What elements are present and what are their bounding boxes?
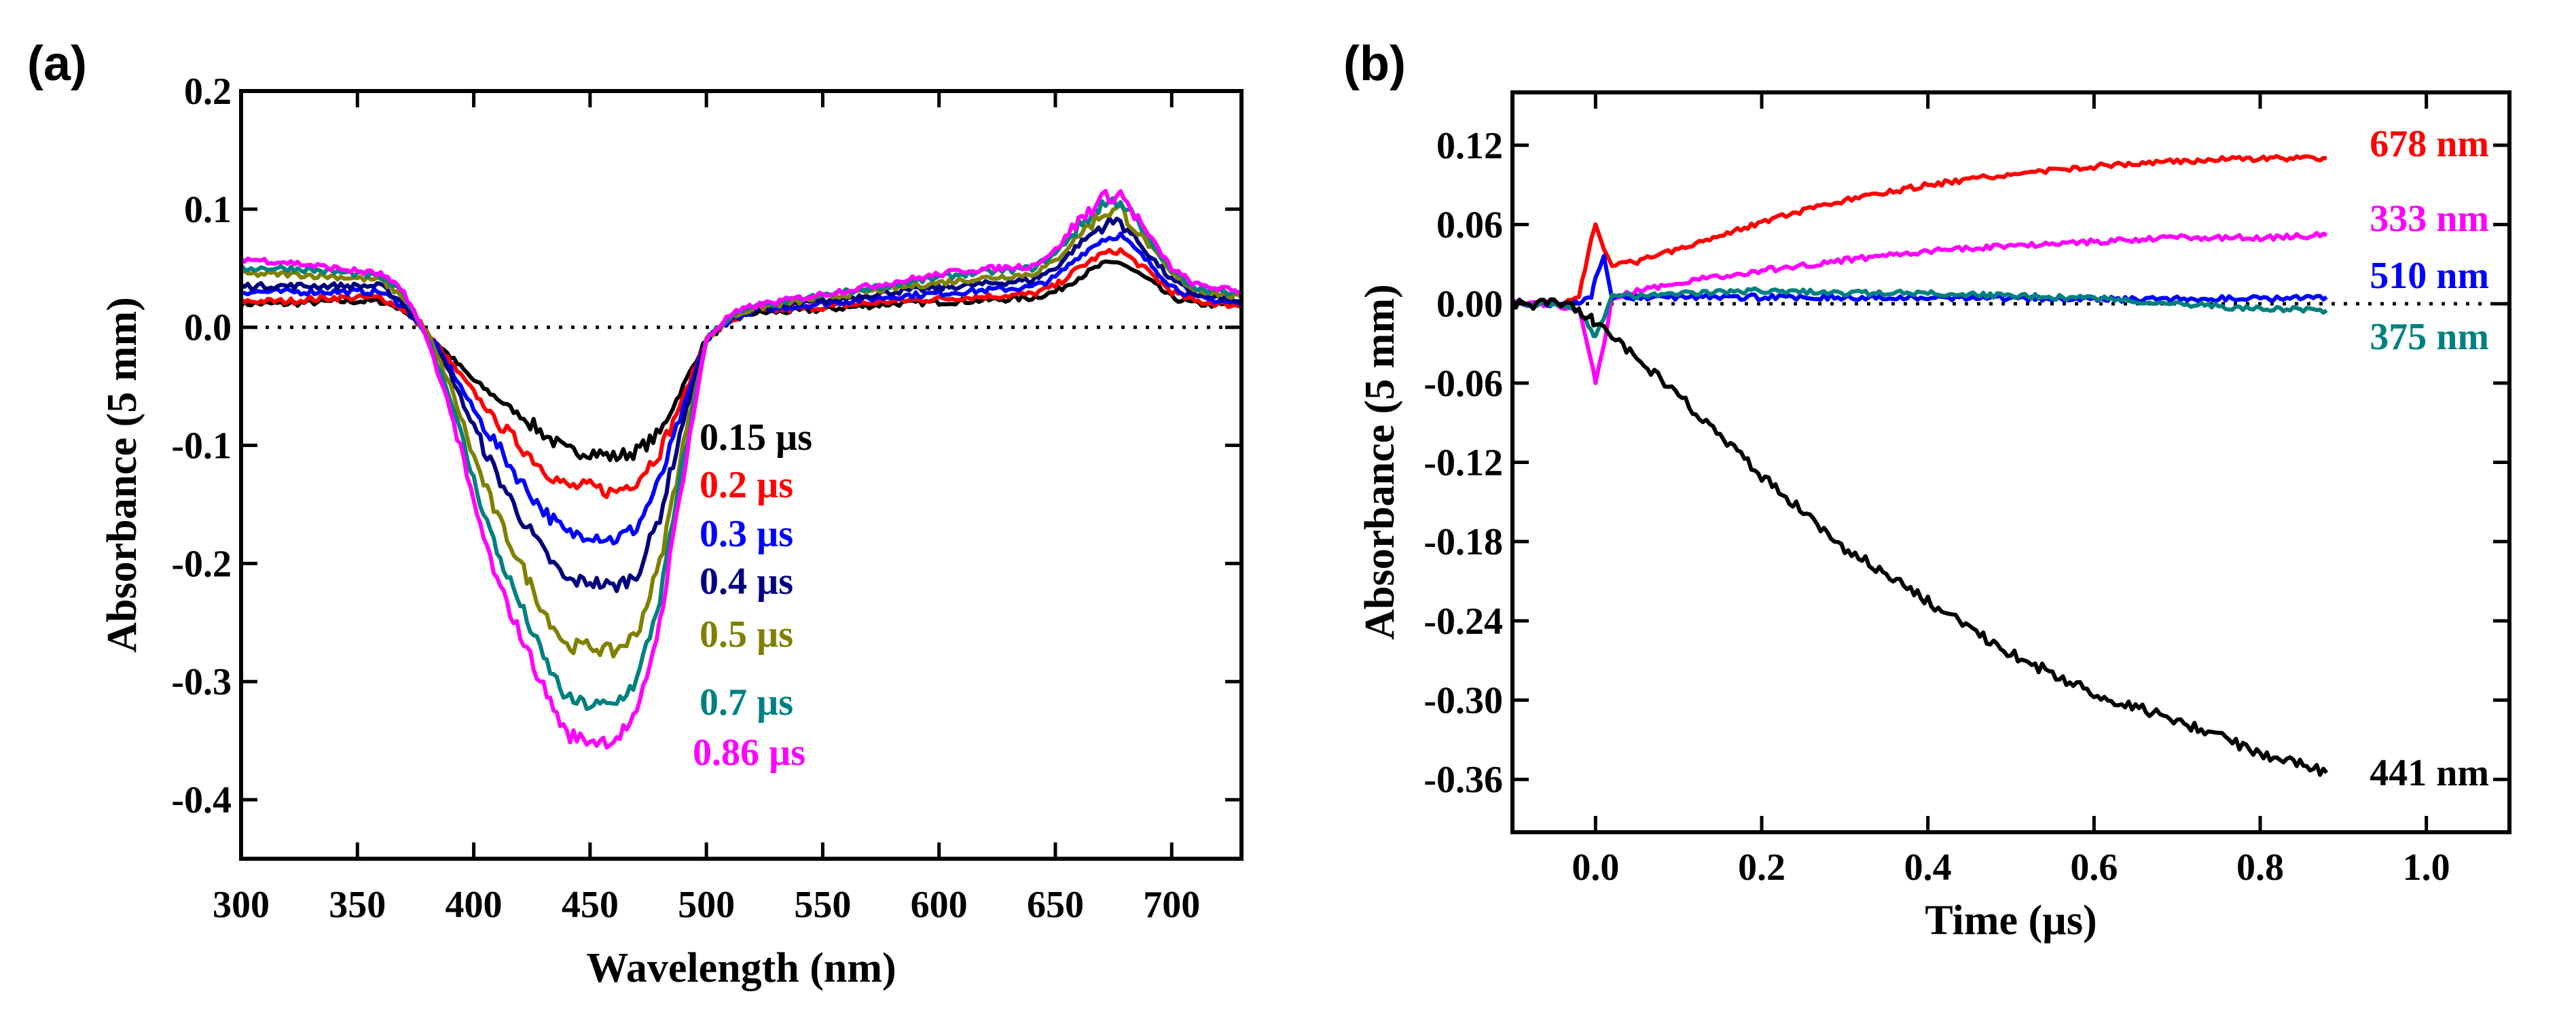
x-tick-label: 550 — [794, 884, 851, 926]
y-tick-label: -0.3 — [171, 661, 232, 703]
plot-frame — [239, 89, 1244, 861]
y-tick-label: -0.2 — [171, 543, 232, 585]
y-tick-label: 0.0 — [184, 307, 232, 349]
y-tick-label: -0.30 — [1423, 680, 1503, 722]
series-line-678-nm — [1510, 154, 2327, 308]
series-label: 0.3 µs — [700, 513, 793, 555]
series-label: 333 nm — [2370, 198, 2489, 240]
series-label: 0.15 µs — [700, 416, 812, 459]
y-tick-label: -0.1 — [171, 425, 232, 467]
y-tick-label: -0.18 — [1423, 521, 1503, 563]
x-tick-label: 0.6 — [2070, 847, 2118, 889]
panel-a: 0.15 µs 0.2 µs 0.3 µs 0.4 µs 0.5 µs 0.7 µs 0.8… — [27, 37, 1244, 991]
series-line-510-nm — [1511, 253, 2328, 308]
y-tick-label: 0.1 — [184, 189, 232, 231]
y-tick-label: -0.24 — [1423, 601, 1503, 643]
series-label: 0.4 µs — [700, 560, 793, 603]
series-line-375-nm — [1510, 286, 2328, 338]
x-tick-label: 650 — [1027, 884, 1084, 926]
x-tick-label: 450 — [562, 884, 619, 926]
series-label: 0.2 µs — [700, 464, 793, 506]
series-label: 441 nm — [2370, 752, 2489, 794]
x-axis-title: Wavelength (nm) — [586, 945, 896, 991]
panel-b: 678 nm 333 nm 510 nm 375 nm 441 nm 0.0 0.2 0.4 0… — [1343, 37, 2511, 944]
y-tick-label: 0.12 — [1436, 125, 1503, 167]
x-tick-label: 0.0 — [1572, 847, 1619, 889]
panel-label: (b) — [1343, 37, 1406, 91]
series-line-0-86-s — [240, 189, 1242, 750]
series-line-441-nm — [1510, 297, 2329, 777]
x-tick-label: 0.4 — [1904, 847, 1952, 889]
y-tick-label: -0.36 — [1423, 759, 1503, 801]
x-tick-label: 1.0 — [2403, 847, 2450, 889]
x-tick-label: 0.2 — [1738, 847, 1785, 889]
x-tick-label: 300 — [213, 884, 270, 926]
y-tick-label: 0.06 — [1436, 204, 1503, 246]
x-tick-label: 0.8 — [2236, 847, 2284, 889]
y-axis-title: Absorbance (5 mm) — [99, 297, 145, 653]
y-tick-label: 0.00 — [1436, 283, 1503, 325]
x-tick-label: 350 — [329, 884, 386, 926]
series-label: 0.86 µs — [693, 732, 805, 774]
y-tick-label: -0.06 — [1423, 363, 1503, 405]
x-tick-label: 500 — [678, 884, 735, 926]
x-tick-label: 700 — [1143, 884, 1200, 926]
series-label: 510 nm — [2370, 255, 2489, 297]
series-label: 678 nm — [2370, 123, 2489, 165]
x-tick-label: 400 — [446, 884, 503, 926]
series-label: 0.5 µs — [700, 613, 793, 656]
series-label: 0.7 µs — [700, 681, 793, 724]
panel-label: (a) — [27, 37, 87, 91]
y-tick-label: -0.4 — [171, 779, 232, 821]
plot-frame — [1510, 90, 2511, 834]
series-line-333-nm — [1510, 231, 2328, 385]
series-label: 375 nm — [2370, 316, 2489, 358]
y-axis-title: Absorbance (5 mm) — [1357, 284, 1403, 640]
x-axis-title: Time (µs) — [1925, 897, 2097, 944]
y-tick-label: 0.2 — [184, 71, 232, 113]
y-tick-label: -0.12 — [1423, 442, 1503, 484]
x-tick-label: 600 — [911, 884, 968, 926]
